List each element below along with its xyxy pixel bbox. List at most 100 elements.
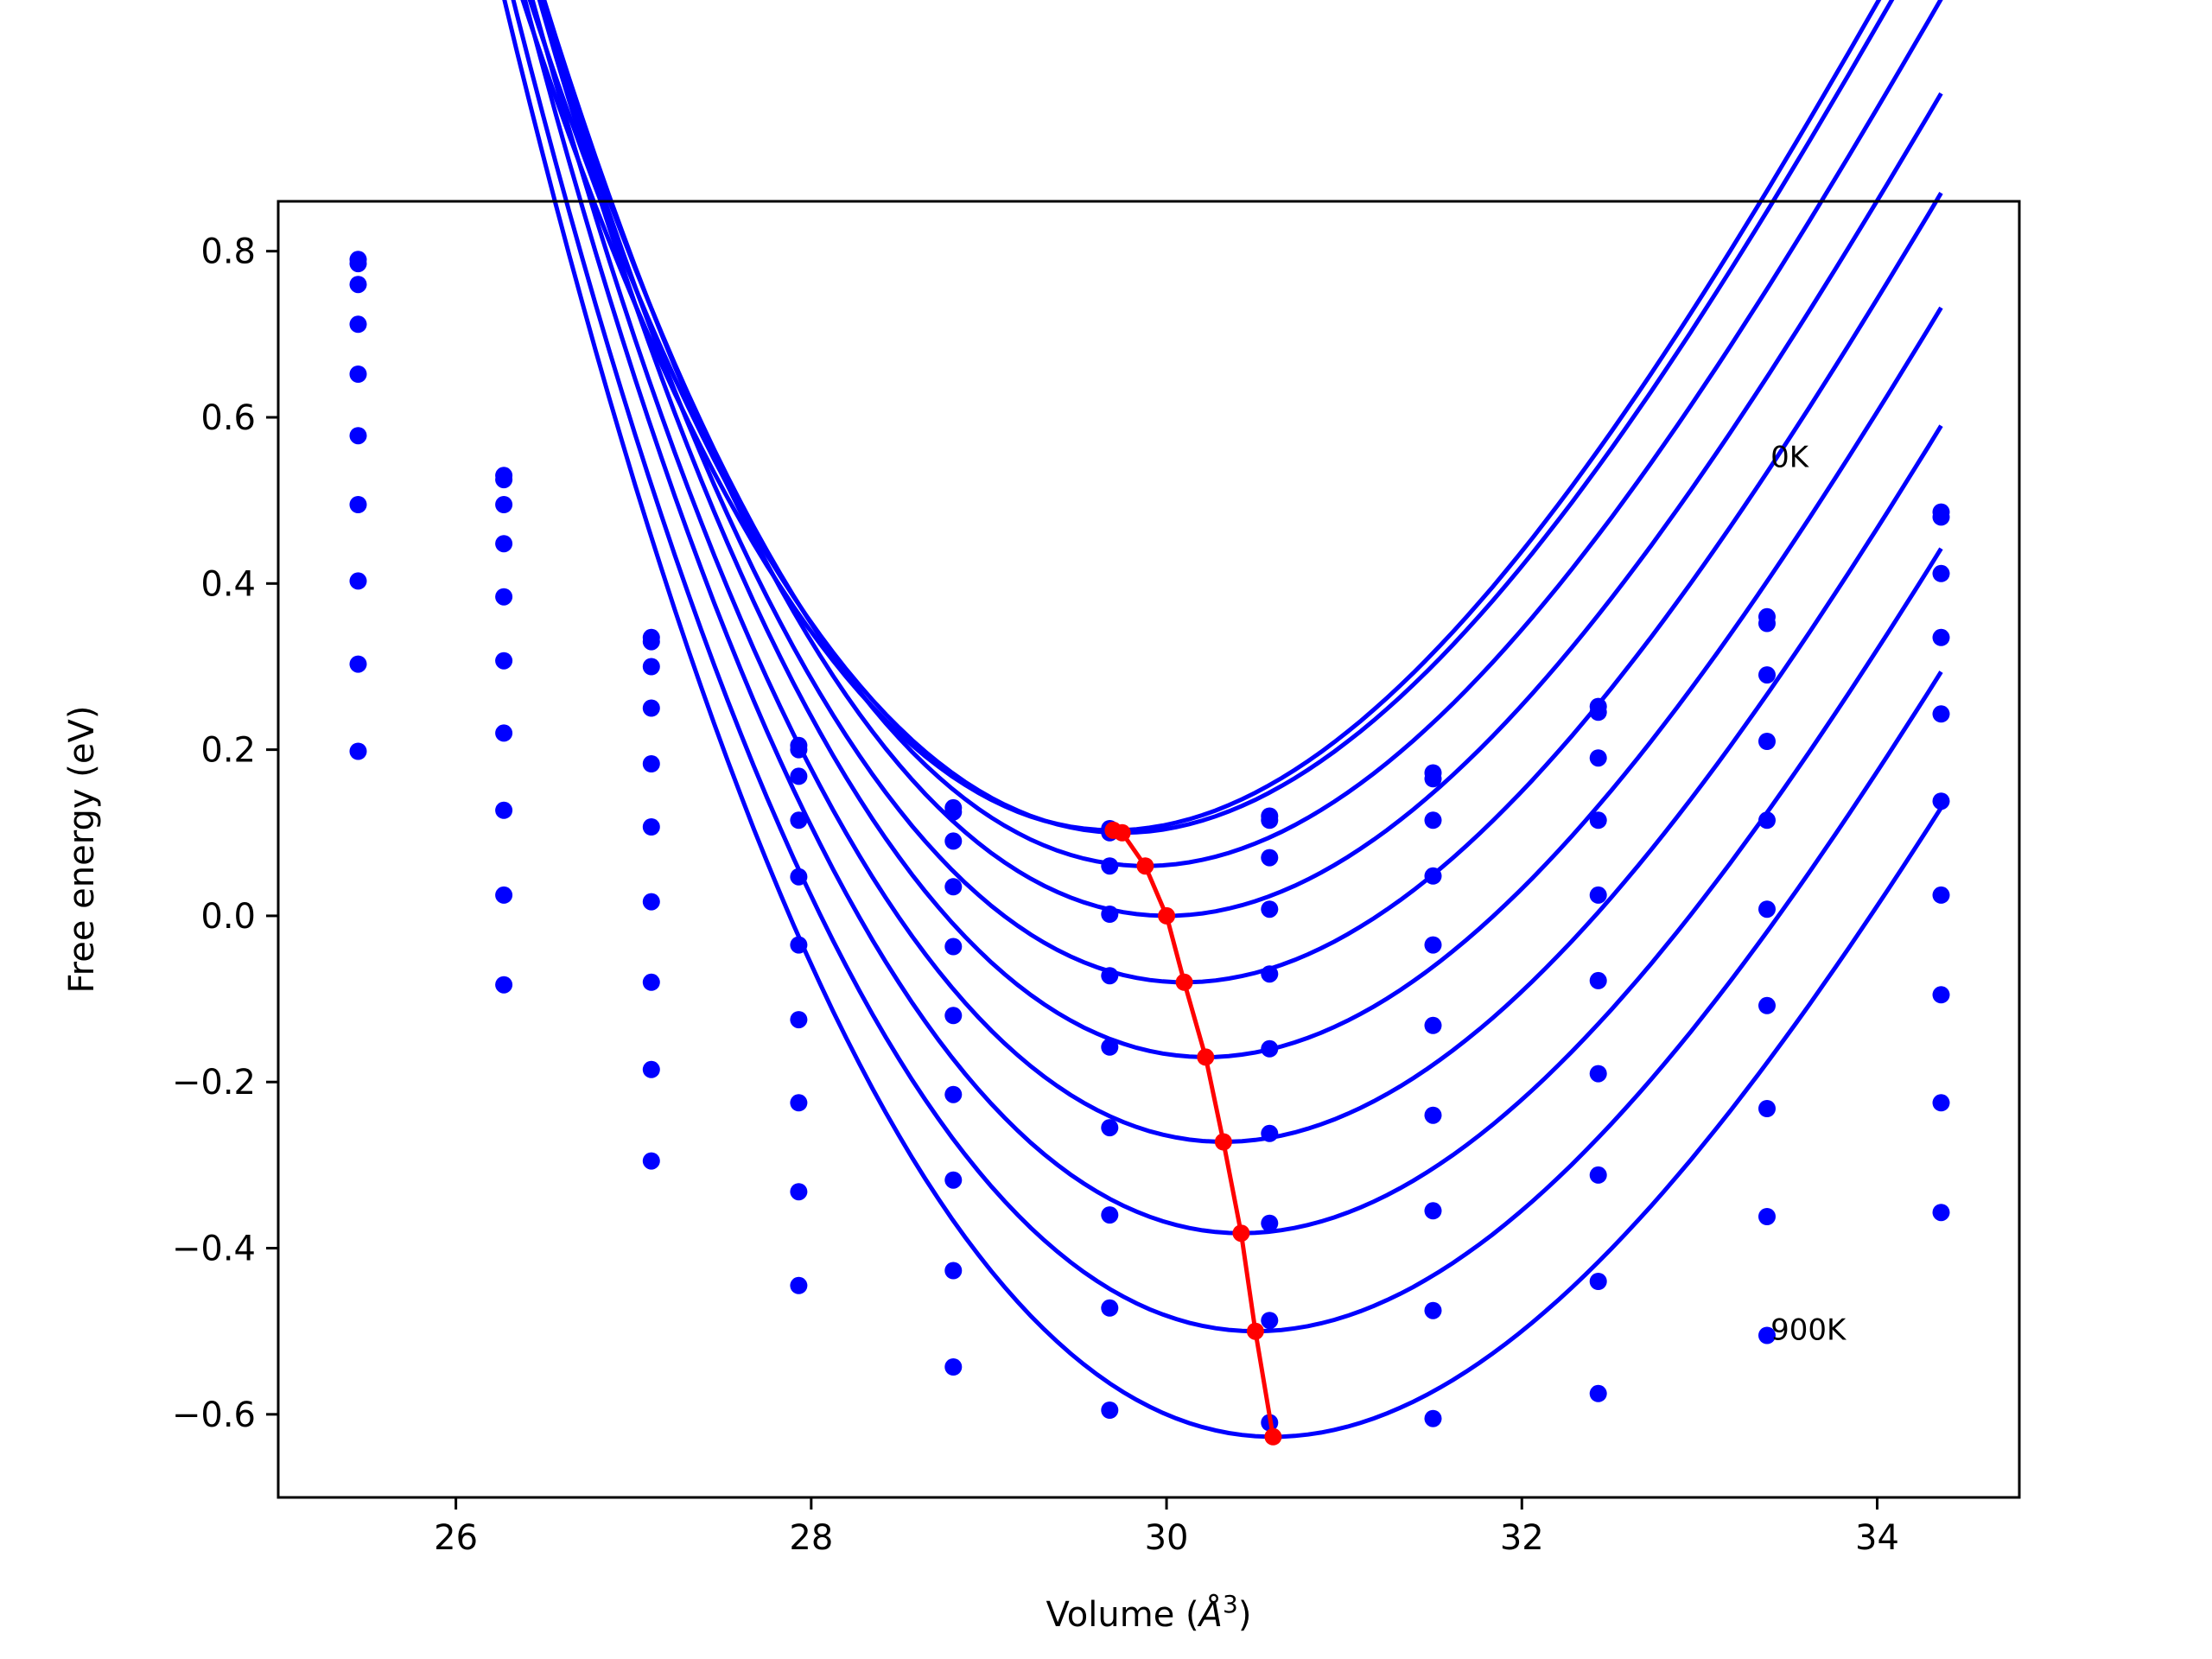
data-point: [642, 1060, 660, 1078]
data-point: [790, 1183, 808, 1201]
y-tick-label: 0.4: [200, 564, 256, 604]
data-point: [1589, 749, 1607, 767]
data-point: [349, 655, 367, 673]
data-point: [1932, 705, 1950, 723]
y-tick-label: 0.8: [200, 232, 256, 272]
data-point: [944, 803, 963, 821]
y-tick-label: −0.2: [172, 1063, 256, 1103]
data-point: [1101, 906, 1119, 923]
data-point: [1261, 900, 1279, 918]
data-point: [1424, 867, 1442, 885]
data-point: [1932, 1094, 1950, 1112]
y-tick-label: 0.6: [200, 398, 256, 438]
minimum-point: [1232, 1224, 1250, 1243]
data-point: [1589, 1065, 1607, 1083]
data-point: [1424, 1202, 1442, 1220]
minimum-point: [1214, 1133, 1232, 1151]
data-point: [349, 255, 367, 273]
data-point: [1101, 1206, 1119, 1224]
data-point: [790, 936, 808, 954]
annotation-label: 900K: [1770, 1313, 1847, 1347]
data-point: [1932, 508, 1950, 526]
data-point: [1424, 936, 1442, 954]
x-axis-label-unit: Å: [1197, 1593, 1223, 1635]
data-point: [1101, 857, 1119, 875]
data-point: [495, 886, 513, 904]
data-point: [1261, 1124, 1279, 1142]
x-tick-label: 30: [1145, 1518, 1189, 1558]
minimum-point: [1136, 857, 1154, 875]
data-point: [790, 1094, 808, 1112]
data-point: [944, 832, 963, 850]
data-point: [1589, 1384, 1607, 1402]
data-point: [1261, 849, 1279, 867]
data-point: [1101, 1038, 1119, 1056]
y-tick-label: 0.0: [200, 897, 256, 937]
data-point: [642, 818, 660, 836]
data-point: [349, 365, 367, 383]
data-point: [1261, 1214, 1279, 1232]
data-point: [1101, 1119, 1119, 1137]
annotations: 0K 900K: [1770, 441, 1847, 1348]
data-point: [1589, 811, 1607, 830]
y-tick-label: 0.2: [200, 731, 256, 771]
data-point: [1424, 770, 1442, 788]
x-tick-label: 34: [1855, 1518, 1899, 1558]
x-tick-label: 26: [434, 1518, 478, 1558]
x-axis-ticks: 26 28 30 32 34: [434, 1497, 1899, 1558]
minimum-point: [1264, 1427, 1282, 1446]
data-point: [642, 893, 660, 911]
x-axis-label-prefix: Volume (: [1046, 1595, 1199, 1635]
data-point: [1424, 1301, 1442, 1319]
data-point: [495, 976, 513, 994]
data-point: [1932, 986, 1950, 1004]
data-point: [1589, 703, 1607, 721]
y-axis-ticks: −0.6 −0.4 −0.2 0.0 0.2 0.4 0.6 0.8: [172, 232, 278, 1435]
fit-curve-4: [538, 0, 1943, 985]
data-point: [1261, 965, 1279, 983]
data-point: [1758, 1326, 1776, 1344]
data-point: [1932, 886, 1950, 904]
data-point: [1932, 792, 1950, 810]
minimum-point: [1158, 906, 1176, 925]
data-point: [944, 1262, 963, 1280]
data-point: [1758, 811, 1776, 830]
y-tick-label: −0.4: [172, 1230, 256, 1269]
fit-curve-8: [511, 0, 1943, 1334]
data-point: [495, 652, 513, 670]
fit-curve-0: [520, 0, 1882, 833]
data-point: [1589, 1273, 1607, 1290]
data-point: [1932, 564, 1950, 582]
data-point: [1101, 1402, 1119, 1419]
data-point: [1758, 733, 1776, 750]
data-point: [495, 535, 513, 553]
y-axis-label: Free energy (eV): [62, 706, 102, 994]
data-point: [1589, 971, 1607, 989]
x-axis-label-suffix: ): [1238, 1595, 1252, 1635]
data-point: [1758, 666, 1776, 684]
annotation-label: 0K: [1770, 441, 1810, 475]
data-point: [495, 588, 513, 606]
x-tick-label: 32: [1500, 1518, 1544, 1558]
data-point: [1424, 811, 1442, 830]
fit-curve-6: [530, 0, 1943, 1144]
data-point: [349, 742, 367, 760]
data-point: [495, 801, 513, 819]
data-point: [790, 767, 808, 785]
data-point: [790, 1011, 808, 1029]
minimum-line-group: [1104, 821, 1282, 1446]
data-point: [495, 471, 513, 489]
data-point: [349, 572, 367, 590]
data-point: [1424, 1106, 1442, 1124]
minimum-point: [1197, 1048, 1215, 1066]
data-point: [1758, 996, 1776, 1014]
minimum-point: [1246, 1322, 1264, 1340]
x-axis-label: Volume (Å3): [1046, 1590, 1252, 1635]
fit-curve-9: [502, 0, 1943, 1440]
fit-curve-5: [537, 0, 1943, 1059]
data-point: [1589, 1166, 1607, 1184]
data-point: [642, 755, 660, 772]
data-point: [1101, 967, 1119, 985]
